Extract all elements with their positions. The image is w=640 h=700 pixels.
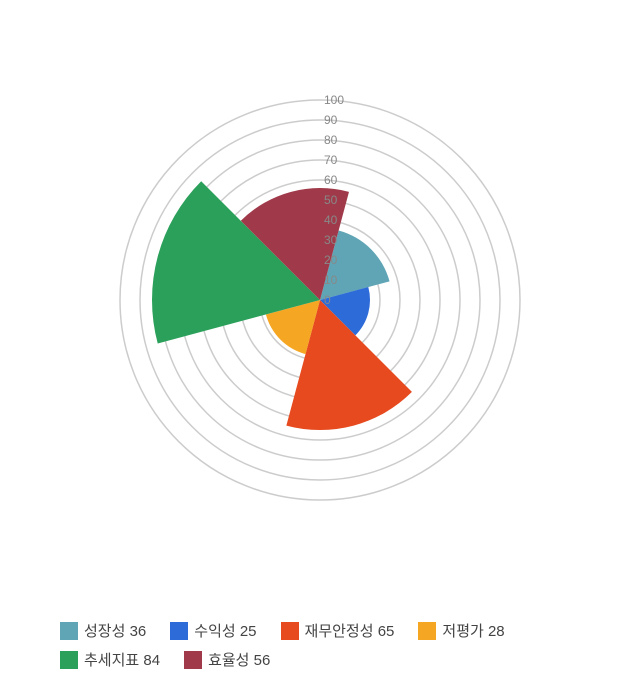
legend-swatch: [60, 622, 78, 640]
axis-tick-label: 50: [324, 193, 338, 207]
legend-swatch: [418, 622, 436, 640]
legend-swatch: [281, 622, 299, 640]
axis-tick-label: 60: [324, 173, 338, 187]
axis-tick-label: 20: [324, 253, 338, 267]
legend-swatch: [184, 651, 202, 669]
legend-swatch: [60, 651, 78, 669]
legend-label: 재무안정성 65: [305, 620, 395, 641]
axis-tick-label: 0: [324, 293, 331, 307]
axis-tick-label: 90: [324, 113, 338, 127]
legend-item-1: 수익성 25: [170, 620, 256, 641]
polar-chart-container: 0 10 20 30 40 50 60 70 80 90 100 성장성 36 수익성 25 재무안정성…: [0, 0, 640, 700]
legend-label: 수익성 25: [194, 620, 256, 641]
legend-label: 성장성 36: [84, 620, 146, 641]
axis-tick-label: 70: [324, 153, 338, 167]
legend-item-5: 효율성 56: [184, 649, 270, 670]
legend-label: 효율성 56: [208, 649, 270, 670]
axis-tick-label: 100: [324, 93, 344, 107]
axis-tick-label: 80: [324, 133, 338, 147]
legend-item-3: 저평가 28: [418, 620, 504, 641]
axis-tick-label: 40: [324, 213, 338, 227]
polar-chart-svg: 0 10 20 30 40 50 60 70 80 90 100: [0, 0, 640, 580]
axis-tick-label: 30: [324, 233, 338, 247]
legend-item-2: 재무안정성 65: [281, 620, 395, 641]
chart-legend: 성장성 36 수익성 25 재무안정성 65 저평가 28 추세지표 84 효율성 56: [60, 620, 580, 670]
legend-label: 추세지표 84: [84, 649, 160, 670]
legend-item-4: 추세지표 84: [60, 649, 160, 670]
legend-swatch: [170, 622, 188, 640]
legend-label: 저평가 28: [442, 620, 504, 641]
legend-item-0: 성장성 36: [60, 620, 146, 641]
axis-tick-label: 10: [324, 273, 338, 287]
